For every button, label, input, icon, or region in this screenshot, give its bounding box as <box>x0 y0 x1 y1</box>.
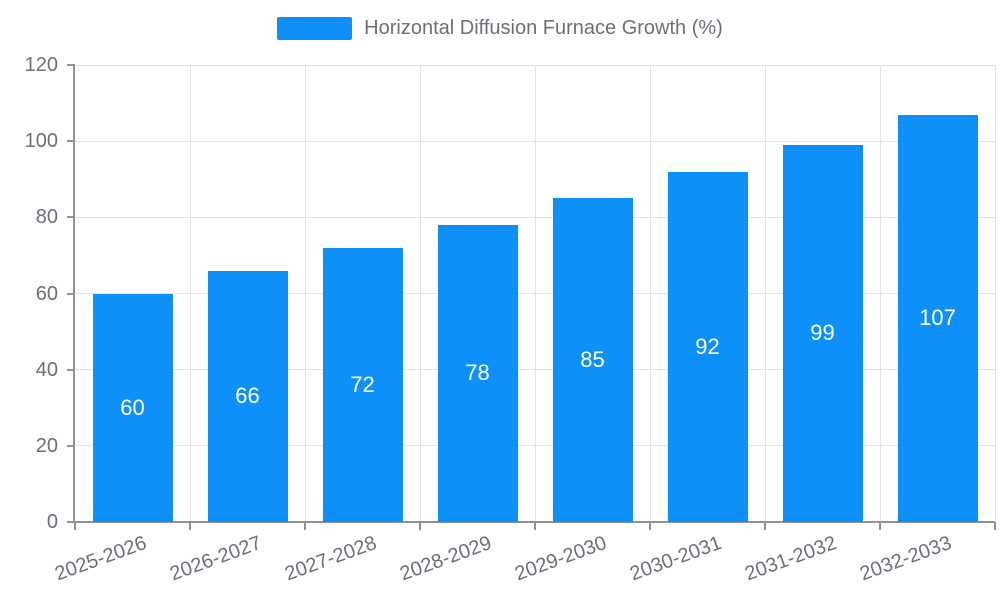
bar[interactable] <box>207 270 288 522</box>
bar[interactable] <box>552 198 633 522</box>
bar-value-label: 66 <box>235 383 260 409</box>
x-axis-tick-label: 2026-2027 <box>166 531 265 586</box>
y-axis-tick <box>67 64 75 66</box>
legend-label: Horizontal Diffusion Furnace Growth (%) <box>364 17 723 39</box>
y-axis-tick <box>67 292 75 295</box>
y-axis-tick <box>67 216 75 219</box>
y-axis-tick <box>67 444 75 447</box>
y-axis-tick-label: 100 <box>24 130 58 153</box>
bar-value-label: 85 <box>580 347 605 373</box>
y-axis-line <box>73 65 75 522</box>
gridline-vertical <box>419 65 421 522</box>
y-axis-tick-label: 20 <box>35 434 58 457</box>
bar-value-label: 60 <box>120 394 145 420</box>
gridline-vertical <box>764 65 766 522</box>
x-axis-tick-label: 2025-2026 <box>51 531 150 586</box>
x-axis-tick-label: 2028-2029 <box>396 531 495 586</box>
x-axis-tick <box>304 522 306 530</box>
y-axis-tick-label: 80 <box>35 206 58 229</box>
x-axis-tick <box>189 522 191 530</box>
gridline-vertical <box>534 65 536 522</box>
bar[interactable] <box>667 171 748 522</box>
bar[interactable] <box>322 247 403 522</box>
x-axis-tick <box>764 522 766 530</box>
legend[interactable]: Horizontal Diffusion Furnace Growth (%) <box>0 17 1000 40</box>
y-axis-tick-label: 0 <box>46 511 58 533</box>
x-axis-tick <box>879 522 881 530</box>
bar[interactable] <box>437 224 518 522</box>
bar-value-label: 78 <box>465 360 490 386</box>
gridline-vertical <box>189 65 191 522</box>
y-axis-tick <box>67 140 75 143</box>
x-axis-tick <box>74 522 76 530</box>
bar-value-label: 107 <box>919 305 956 331</box>
x-axis-tick <box>994 522 996 530</box>
x-axis-tick-label: 2031-2032 <box>741 531 840 586</box>
bar[interactable] <box>92 293 173 522</box>
y-axis-tick <box>67 368 75 371</box>
gridline-vertical <box>304 65 306 522</box>
gridline-vertical <box>879 65 881 522</box>
x-axis-tick <box>419 522 421 530</box>
y-axis-tick-label: 120 <box>24 54 58 76</box>
y-axis-tick-label: 60 <box>35 282 58 305</box>
bar-value-label: 72 <box>350 371 375 397</box>
bar-value-label: 92 <box>695 333 720 359</box>
bar[interactable] <box>897 114 978 522</box>
x-axis-tick <box>649 522 651 530</box>
x-axis-tick-label: 2032-2033 <box>856 531 955 586</box>
gridline-vertical <box>649 65 651 522</box>
x-axis-tick <box>534 522 536 530</box>
bar-value-label: 99 <box>810 320 835 346</box>
x-axis-tick-label: 2030-2031 <box>626 531 725 586</box>
x-axis-tick-label: 2027-2028 <box>281 531 380 586</box>
y-axis-tick-label: 40 <box>35 358 58 381</box>
gridline-vertical <box>994 65 996 522</box>
x-axis-tick-label: 2029-2030 <box>511 531 610 586</box>
bar[interactable] <box>782 144 863 522</box>
y-axis-tick <box>67 521 75 523</box>
legend-swatch <box>277 17 353 40</box>
